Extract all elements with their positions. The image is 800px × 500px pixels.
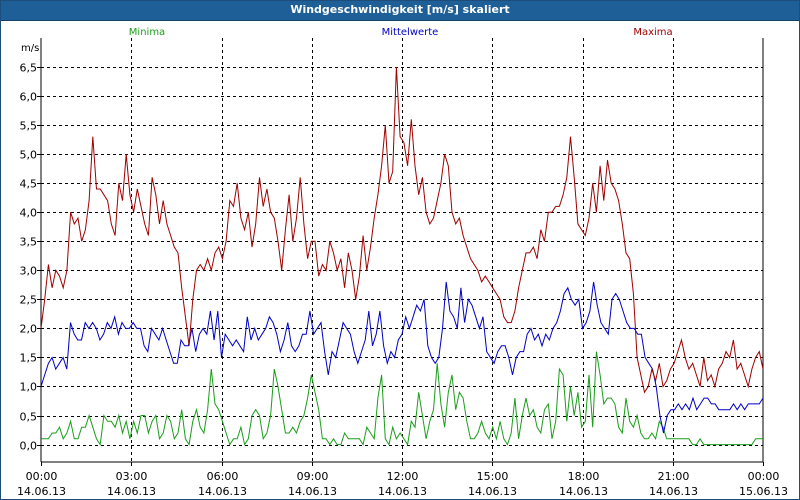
x-tick-time-label: 09:00	[297, 470, 329, 483]
y-tick-label: 3,5	[20, 236, 38, 249]
y-tick-label: 1,0	[20, 381, 38, 394]
series-lines	[40, 66, 764, 447]
x-tick-date-label: 14.06.13	[17, 485, 66, 498]
grid	[41, 38, 763, 462]
legend-mittelwerte: Mittelwerte	[382, 27, 439, 38]
x-tick-date-label: 14.06.13	[107, 485, 156, 498]
y-tick-label: 5,0	[20, 149, 38, 162]
y-tick-label: 1,5	[20, 352, 38, 365]
y-tick-label: 2,0	[20, 323, 38, 336]
y-tick-label: 4,0	[20, 207, 38, 220]
legend: Minima Mittelwerte Maxima	[129, 27, 673, 38]
series-mittelwerte-line	[40, 281, 764, 434]
chart-title: Windgeschwindigkeit [m/s] skaliert	[290, 3, 510, 16]
y-tick-label: 5,5	[20, 120, 38, 133]
y-tick-label: 4,5	[20, 178, 38, 191]
x-tick-time-label: 21:00	[658, 470, 690, 483]
series-minima-line	[41, 351, 763, 447]
title-bar: Windgeschwindigkeit [m/s] skaliert	[1, 1, 799, 21]
y-tick-label: 0,0	[20, 440, 38, 453]
x-tick-date-label: 14.06.13	[378, 485, 427, 498]
y-tick-label: 6,5	[20, 62, 38, 75]
x-tick-time-label: 00:00	[26, 470, 58, 483]
x-tick-time-label: 00:00	[748, 470, 780, 483]
x-tick-date-label: 14.06.13	[468, 485, 517, 498]
series-maxima-line	[40, 66, 764, 394]
x-tick-date-label: 14.06.13	[288, 485, 337, 498]
x-tick-date-label: 15.06.13	[739, 485, 788, 498]
y-tick-label: 3,0	[20, 265, 38, 278]
y-axis-ticks: 0,0 0,5 1,0 1,5 2,0 2,5 3,0 3,5 4,0 4,5 5,0 5,5 6,0 6…	[20, 62, 41, 453]
x-tick-time-label: 06:00	[207, 470, 239, 483]
x-tick-date-label: 14.06.13	[559, 485, 608, 498]
y-tick-label: 0,5	[20, 411, 38, 424]
y-tick-label: 2,5	[20, 294, 38, 307]
x-tick-date-label: 14.06.13	[198, 485, 247, 498]
y-axis-unit-label: m/s	[21, 43, 39, 54]
x-tick-time-label: 15:00	[477, 470, 509, 483]
x-axis-ticks: 00:00 14.06.13 03:00 14.06.13 06:00 14.06.13 0…	[17, 462, 788, 498]
x-tick-time-label: 18:00	[568, 470, 600, 483]
x-tick-time-label: 03:00	[116, 470, 148, 483]
x-tick-time-label: 12:00	[387, 470, 419, 483]
y-tick-label: 6,0	[20, 91, 38, 104]
legend-maxima: Maxima	[633, 27, 672, 38]
x-tick-date-label: 14.06.13	[649, 485, 698, 498]
axes: m/s	[21, 38, 764, 463]
legend-minima: Minima	[129, 27, 165, 38]
